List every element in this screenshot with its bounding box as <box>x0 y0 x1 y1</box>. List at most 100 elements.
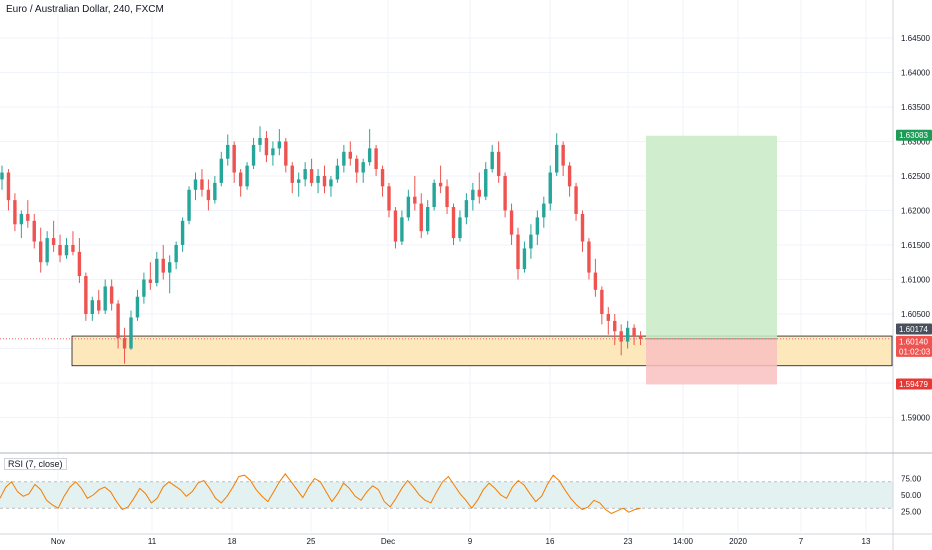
candle-body <box>542 203 546 218</box>
candle-body <box>632 327 636 337</box>
price-tick-label: 1.62500 <box>901 172 930 181</box>
time-tick-label: 9 <box>468 537 473 546</box>
candle-body <box>580 213 585 242</box>
price-badge-countdown: 01:02:03 <box>896 345 932 357</box>
candle-body <box>387 186 391 211</box>
candle-body <box>90 300 94 314</box>
candle-body <box>13 200 17 225</box>
candle-body <box>400 217 404 242</box>
candlestick-series <box>0 126 643 364</box>
time-tick-label: 23 <box>624 537 633 546</box>
candle-body <box>258 138 262 145</box>
price-badge-text: 1.59479 <box>899 380 928 389</box>
candle-body <box>329 179 333 187</box>
candle-body <box>0 172 4 180</box>
candle-body <box>490 151 494 170</box>
candle-body <box>277 141 282 149</box>
candle-body <box>26 213 30 221</box>
candle-body <box>503 175 507 211</box>
candle-body <box>97 300 101 311</box>
time-tick-label: 2020 <box>729 537 747 546</box>
candle-body <box>187 189 191 221</box>
candle-body <box>109 286 114 304</box>
price-tick-label: 1.64500 <box>901 34 930 43</box>
candle-body <box>509 210 514 235</box>
rsi-line <box>0 473 641 515</box>
candle-body <box>445 186 449 208</box>
candle-body <box>484 169 488 197</box>
price-tick-label: 1.61000 <box>901 275 930 284</box>
candle-body <box>587 241 591 273</box>
price-tick-label: 1.63500 <box>901 103 930 112</box>
candle-body <box>148 279 153 283</box>
candle-body <box>380 169 385 187</box>
candle-body <box>348 151 352 159</box>
candle-body <box>168 262 172 273</box>
candle-body <box>535 217 540 235</box>
time-tick-label: 13 <box>862 537 871 546</box>
time-tick-label: 7 <box>799 537 804 546</box>
time-tick-label: Dec <box>381 537 395 546</box>
candle-body <box>77 251 82 277</box>
rsi-band <box>0 481 893 509</box>
grid <box>0 0 893 532</box>
candle-body <box>419 203 423 232</box>
candle-body <box>174 244 178 263</box>
candle-body <box>606 313 610 321</box>
loss-zone[interactable] <box>646 338 777 385</box>
candle-body <box>45 238 49 263</box>
time-tick-label: 18 <box>228 537 237 546</box>
candle-body <box>64 244 69 256</box>
candle-body <box>264 138 269 156</box>
candle-body <box>561 144 565 166</box>
rsi-label: RSI (7, close) <box>4 458 67 470</box>
price-badge-text: 1.60174 <box>899 325 928 334</box>
candle-body <box>32 220 36 242</box>
candle-body <box>451 207 456 239</box>
position-zones[interactable] <box>0 135 893 385</box>
candle-body <box>290 165 294 183</box>
price-badge-bg <box>896 335 932 347</box>
price-badge-bg <box>896 129 932 141</box>
rsi-tick-label: 75.00 <box>901 475 922 484</box>
candle-body <box>619 331 623 342</box>
candle-body <box>567 165 572 187</box>
candle-body <box>496 151 501 176</box>
time-tick-label: 25 <box>307 537 316 546</box>
candle-body <box>251 144 256 166</box>
candle-body <box>39 241 43 263</box>
price-badge-bg <box>896 345 932 357</box>
price-badge-stop: 1.59479 <box>896 378 932 390</box>
candle-body <box>426 207 430 232</box>
price-tick-label: 1.61500 <box>901 241 930 250</box>
candle-body <box>303 169 307 180</box>
symbol-title: Euro / Australian Dollar, 240, FXCM <box>4 4 166 15</box>
candle-body <box>180 220 185 245</box>
candle-body <box>206 189 211 201</box>
price-badge-text: 01:02:03 <box>899 347 931 356</box>
candle-body <box>316 175 320 183</box>
candle-body <box>271 148 275 156</box>
candle-body <box>155 258 159 283</box>
candle-body <box>335 165 340 180</box>
candle-body <box>432 182 436 208</box>
rsi-pane <box>0 473 893 515</box>
candle-body <box>361 162 365 173</box>
profit-zone[interactable] <box>646 135 777 339</box>
candle-body <box>322 175 327 187</box>
candle-body <box>600 289 604 314</box>
candle-body <box>593 272 598 290</box>
time-tick-label: 11 <box>148 537 157 546</box>
price-badge-price: 1.60140 <box>896 335 932 347</box>
price-badge-bg <box>896 323 932 335</box>
candle-body <box>245 165 249 187</box>
price-badge-bg <box>896 378 932 390</box>
candle-body <box>309 169 314 183</box>
price-tick-label: 1.60500 <box>901 310 930 319</box>
candle-body <box>122 338 127 349</box>
price-tick-label: 1.59000 <box>901 413 930 422</box>
candle-body <box>374 148 378 170</box>
candle-body <box>355 158 359 173</box>
